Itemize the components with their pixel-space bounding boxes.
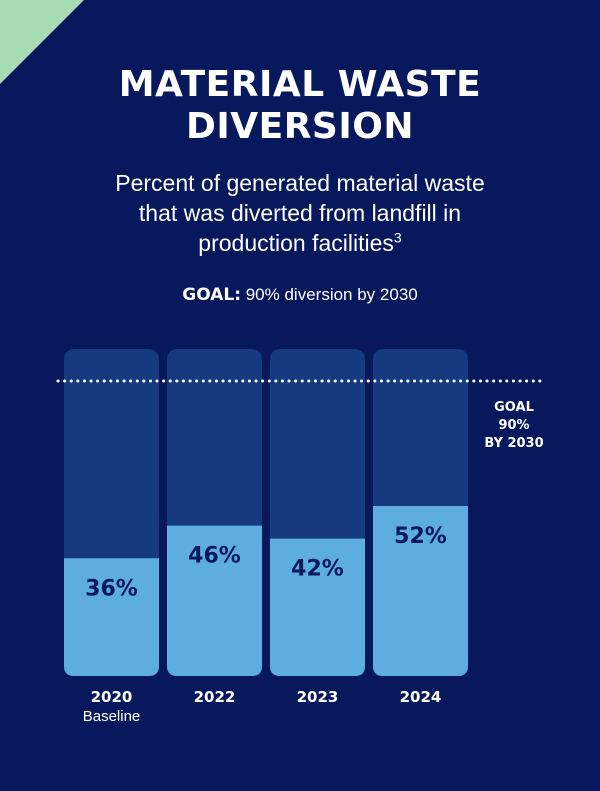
subtitle-line-3-text: production facilities <box>198 230 394 256</box>
title-line-1: MATERIAL WASTE <box>118 64 482 105</box>
chart-subtitle: Percent of generated material waste that… <box>0 168 600 258</box>
subtitle-line-2: that was diverted from landfill in <box>138 200 462 226</box>
value-label-2020: 36% <box>85 576 138 601</box>
goal-label-line-2: 90% <box>498 418 529 433</box>
bar-2020 <box>64 558 159 676</box>
subtitle-line-1: Percent of generated material waste <box>115 170 485 196</box>
goal-text: 90% diversion by 2030 <box>241 285 418 304</box>
corner-accent <box>0 0 84 84</box>
goal-label-line-3: BY 2030 <box>484 436 543 451</box>
title-line-2: DIVERSION <box>185 106 414 147</box>
value-label-2022: 46% <box>188 544 241 569</box>
category-label-2023: 2023 <box>297 688 339 706</box>
category-sublabel-2020: Baseline <box>83 708 141 725</box>
bar-2023 <box>270 538 365 676</box>
category-label-2020: 2020 <box>91 688 133 706</box>
chart-title: MATERIAL WASTE DIVERSION <box>0 64 600 148</box>
goal-statement: GOAL: 90% diversion by 2030 <box>0 285 600 305</box>
goal-label-line-1: GOAL <box>494 400 534 415</box>
subtitle-line-3: production facilities3 <box>0 228 600 258</box>
goal-prefix: GOAL: <box>182 285 241 305</box>
value-label-2023: 42% <box>291 557 344 582</box>
footnote-marker: 3 <box>393 229 402 246</box>
bar-2022 <box>167 525 262 676</box>
bar-2024 <box>373 505 468 676</box>
category-label-2024: 2024 <box>400 688 442 706</box>
value-label-2024: 52% <box>394 524 447 549</box>
category-label-2022: 2022 <box>194 688 236 706</box>
